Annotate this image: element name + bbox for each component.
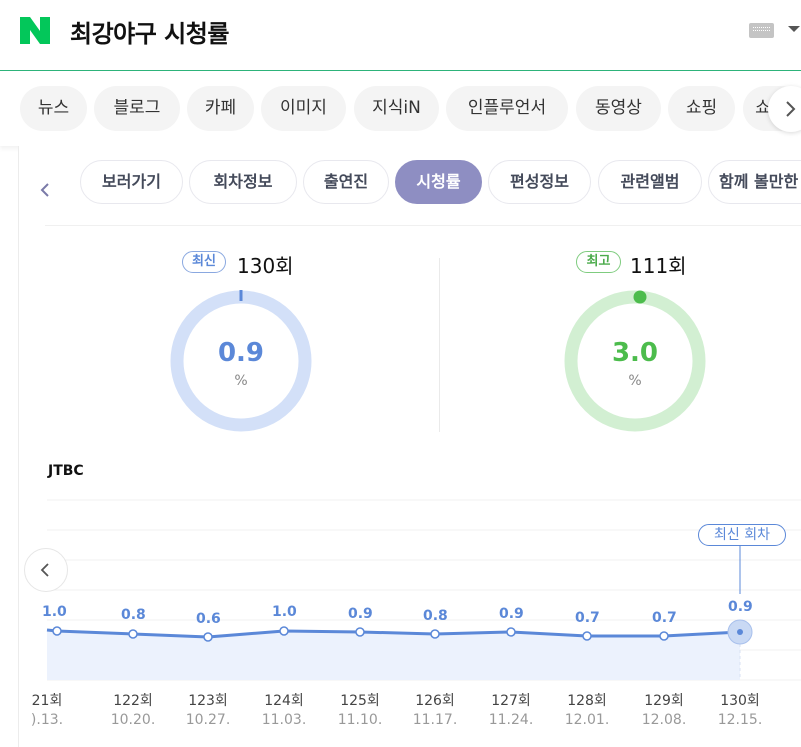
latest-rating-unit: % <box>234 373 248 389</box>
x-axis-label: 126회 11.17. <box>412 693 458 728</box>
chevron-left-icon <box>40 563 49 577</box>
subtab-schedule[interactable]: 편성정보 <box>488 160 591 204</box>
x-axis-label: 21회).13. <box>30 693 64 728</box>
x-axis-label: 128회 12.01. <box>564 693 610 728</box>
latest-episode: 130회 <box>237 254 294 278</box>
category-influencer[interactable]: 인플루언서 <box>446 86 568 131</box>
latest-ring-chart <box>170 290 312 432</box>
point-label: 0.9 <box>348 606 373 622</box>
subtab-ratings[interactable]: 시청률 <box>395 160 482 204</box>
chart-prev-button[interactable] <box>24 548 68 592</box>
x-axis-label: 129회 12.08. <box>641 693 687 728</box>
chevron-right-icon <box>786 101 796 117</box>
category-next-button[interactable] <box>768 86 801 132</box>
page-title: 최강야구 시청률 <box>70 20 229 48</box>
header: 최강야구 시청률 <box>0 0 801 71</box>
latest-badge: 최신 <box>182 251 226 273</box>
caret-down-icon[interactable] <box>788 26 800 32</box>
category-kin[interactable]: 지식iN <box>354 86 439 131</box>
category-image[interactable]: 이미지 <box>261 86 346 131</box>
ratings-panel: 보러가기 회차정보 출연진 시청률 편성정보 관련앨범 함께 볼만한 최신 13… <box>18 146 801 747</box>
keyboard-icon[interactable] <box>749 23 774 38</box>
x-axis-label: 125회 11.10. <box>337 693 383 728</box>
stats-divider <box>439 258 440 432</box>
point-label: 1.0 <box>42 604 67 620</box>
category-blog[interactable]: 블로그 <box>94 86 180 131</box>
category-cafe[interactable]: 카페 <box>187 86 254 131</box>
subtab-watch[interactable]: 보러가기 <box>80 160 183 204</box>
best-rating-unit: % <box>628 373 642 389</box>
point-label: 0.8 <box>121 607 146 623</box>
subtab-cast[interactable]: 출연진 <box>303 160 389 204</box>
category-tabs: 뉴스 블로그 카페 이미지 지식iN 인플루언서 동영상 쇼핑 쇼 <box>0 72 801 146</box>
subtab-recommend[interactable]: 함께 볼만한 <box>708 160 801 204</box>
naver-logo-icon[interactable] <box>20 17 50 44</box>
x-axis-label: 124회 11.03. <box>261 693 307 728</box>
subtab-episodes[interactable]: 회차정보 <box>189 160 297 204</box>
subtab-albums[interactable]: 관련앨범 <box>598 160 702 204</box>
ratings-line-chart <box>46 499 801 681</box>
category-shopping[interactable]: 쇼핑 <box>668 86 735 131</box>
chevron-left-icon[interactable] <box>39 182 51 198</box>
category-news[interactable]: 뉴스 <box>20 86 87 131</box>
point-label: 0.6 <box>196 611 221 627</box>
point-label: 1.0 <box>272 604 297 620</box>
point-label: 0.7 <box>652 610 677 626</box>
point-label: 0.9 <box>499 606 524 622</box>
best-episode: 111회 <box>630 254 687 278</box>
point-label: 0.7 <box>575 610 600 626</box>
point-label: 0.9 <box>728 599 753 615</box>
x-axis-label: 123회 10.27. <box>185 693 231 728</box>
point-label: 0.8 <box>423 608 448 624</box>
latest-episode-tag: 최신 회차 <box>698 524 786 546</box>
network-label: JTBC <box>48 463 84 479</box>
best-badge: 최고 <box>576 251 621 273</box>
divider <box>45 225 801 226</box>
x-axis-label: 130회 12.15. <box>717 693 763 728</box>
x-axis-label: 122회 10.20. <box>110 693 156 728</box>
latest-rating-value: 0.9 <box>217 338 265 368</box>
category-video[interactable]: 동영상 <box>576 86 661 131</box>
best-ring-chart <box>564 290 706 432</box>
x-axis-label: 127회 11.24. <box>488 693 534 728</box>
best-rating-value: 3.0 <box>611 338 659 368</box>
